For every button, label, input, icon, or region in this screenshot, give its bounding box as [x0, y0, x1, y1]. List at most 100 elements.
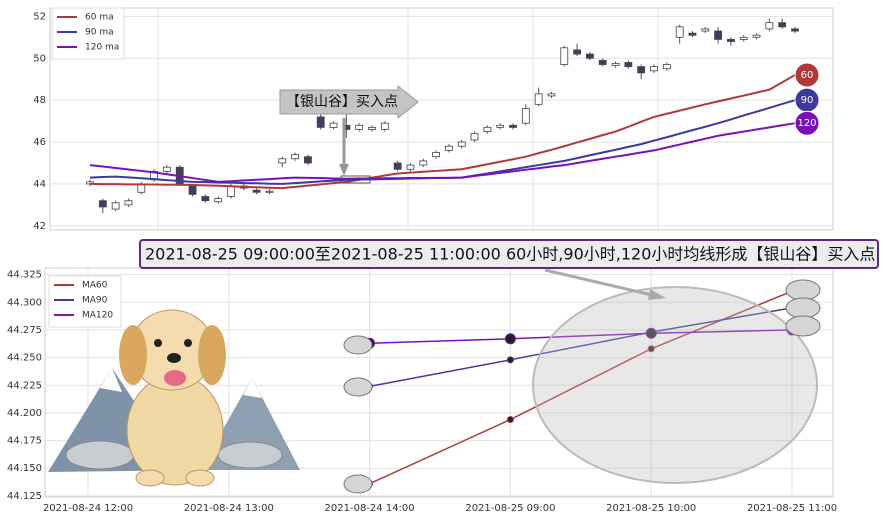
legend-label: MA120 — [82, 311, 113, 321]
candle-body — [163, 166, 171, 172]
candle-body — [598, 59, 607, 65]
candle-body — [124, 200, 133, 206]
candle-body — [419, 160, 428, 166]
dog-body — [126, 374, 224, 486]
candle-body — [611, 63, 620, 66]
candle-body — [496, 124, 505, 128]
point — [645, 327, 657, 339]
dog-paw — [185, 469, 215, 487]
end-badge — [794, 110, 820, 136]
point — [506, 416, 514, 424]
ingot-icon — [343, 335, 373, 355]
ingot-icon — [785, 279, 821, 301]
ingot-icon — [785, 315, 821, 337]
bottom-annotation: 2021-08-25 09:00:00至2021-08-25 11:00:00 … — [139, 239, 879, 300]
candle-body — [739, 36, 748, 40]
x-tick-label: 2021-08-25 11:00 — [747, 503, 837, 514]
candle-body — [714, 30, 722, 40]
candle-body — [316, 116, 325, 128]
x-tick-label: 2021-08-25 10:00 — [606, 503, 696, 514]
annotation-text: 2021-08-25 09:00:00至2021-08-25 11:00:00 … — [145, 245, 875, 264]
candle-body — [752, 34, 761, 38]
y-tick-label: 44.175 — [7, 436, 42, 447]
y-tick-label: 52 — [33, 11, 46, 22]
annotation-pointer-head — [339, 164, 349, 176]
y-tick-label: 50 — [33, 53, 46, 64]
candle-body — [111, 202, 120, 210]
line — [89, 74, 796, 190]
candle-body — [304, 156, 312, 164]
candle-body — [650, 66, 658, 72]
candle-body — [470, 133, 479, 141]
candle-body — [432, 152, 440, 158]
candle-body — [98, 200, 107, 208]
top-annotation: 【银山谷】买入点 — [279, 84, 419, 184]
dog-ear — [119, 325, 147, 385]
annotation-box — [139, 239, 879, 269]
annotation-text: 【银山谷】买入点 — [286, 94, 398, 110]
candle-body — [624, 62, 633, 68]
annotation-box — [340, 175, 371, 184]
end-badge — [794, 62, 820, 88]
candle-body — [701, 28, 710, 32]
top-chart: 42 44 46 48 50 52 60 90 120 60 ma 90 ma 120 ma — [33, 7, 833, 232]
y-tick-label: 44.275 — [7, 325, 42, 336]
legend-label: MA60 — [82, 281, 108, 291]
ingot-icon — [343, 474, 373, 494]
candle-body — [265, 190, 274, 193]
line — [89, 122, 796, 183]
y-tick-label: 44.150 — [7, 463, 42, 474]
snow — [243, 378, 262, 398]
end-badge-label: 120 — [797, 118, 816, 129]
candle-body — [688, 32, 697, 36]
y-tick-label: 46 — [33, 137, 46, 148]
y-tick-label: 44.225 — [7, 380, 42, 391]
candle-body — [445, 145, 453, 151]
candle-body — [329, 122, 338, 128]
candle-body — [406, 164, 415, 170]
x-tick-label: 2021-08-24 13:00 — [184, 503, 274, 514]
candle-body — [560, 47, 569, 65]
candle-body — [662, 64, 671, 70]
candle-body — [534, 93, 543, 105]
candle-body — [521, 108, 530, 124]
candle-body — [457, 141, 466, 147]
candle-body — [368, 126, 376, 130]
x-tick-label: 2021-08-24 12:00 — [43, 503, 133, 514]
y-tick-label: 44.125 — [7, 491, 42, 502]
candle-body — [393, 162, 402, 170]
candle-body — [291, 154, 299, 160]
candle-body — [778, 22, 787, 28]
ingot-icon — [785, 297, 821, 319]
legend-label: 90 ma — [85, 28, 114, 38]
candle-body — [355, 124, 364, 130]
dog-decoration — [48, 309, 300, 487]
annotation-pointer-head — [648, 289, 666, 300]
dog-tongue — [164, 370, 186, 386]
point — [506, 356, 514, 364]
legend-label: 60 ma — [85, 13, 114, 23]
dog-ear — [198, 325, 226, 385]
candle-body — [573, 49, 581, 55]
ingot — [217, 441, 283, 469]
dog-nose — [167, 353, 181, 363]
y-tick-label: 44.250 — [7, 353, 42, 364]
legend-label: 120 ma — [85, 43, 119, 53]
dog-eye — [184, 339, 192, 347]
candle-body — [547, 93, 556, 97]
candle-body — [791, 28, 799, 32]
highlight-ellipse — [532, 286, 818, 484]
y-tick-label: 44 — [33, 179, 46, 190]
y-tick-label: 44.300 — [7, 297, 42, 308]
end-badge-label: 60 — [801, 70, 814, 81]
annotation-pointer — [544, 268, 653, 297]
top-vertical-grid — [157, 8, 659, 230]
candle-body — [509, 124, 517, 128]
y-tick-label: 44.200 — [7, 408, 42, 419]
candle-body — [483, 126, 492, 132]
candle-body — [380, 122, 389, 130]
candle-body — [586, 53, 594, 59]
ingot — [65, 440, 135, 470]
x-tick-label: 2021-08-25 09:00 — [465, 503, 555, 514]
